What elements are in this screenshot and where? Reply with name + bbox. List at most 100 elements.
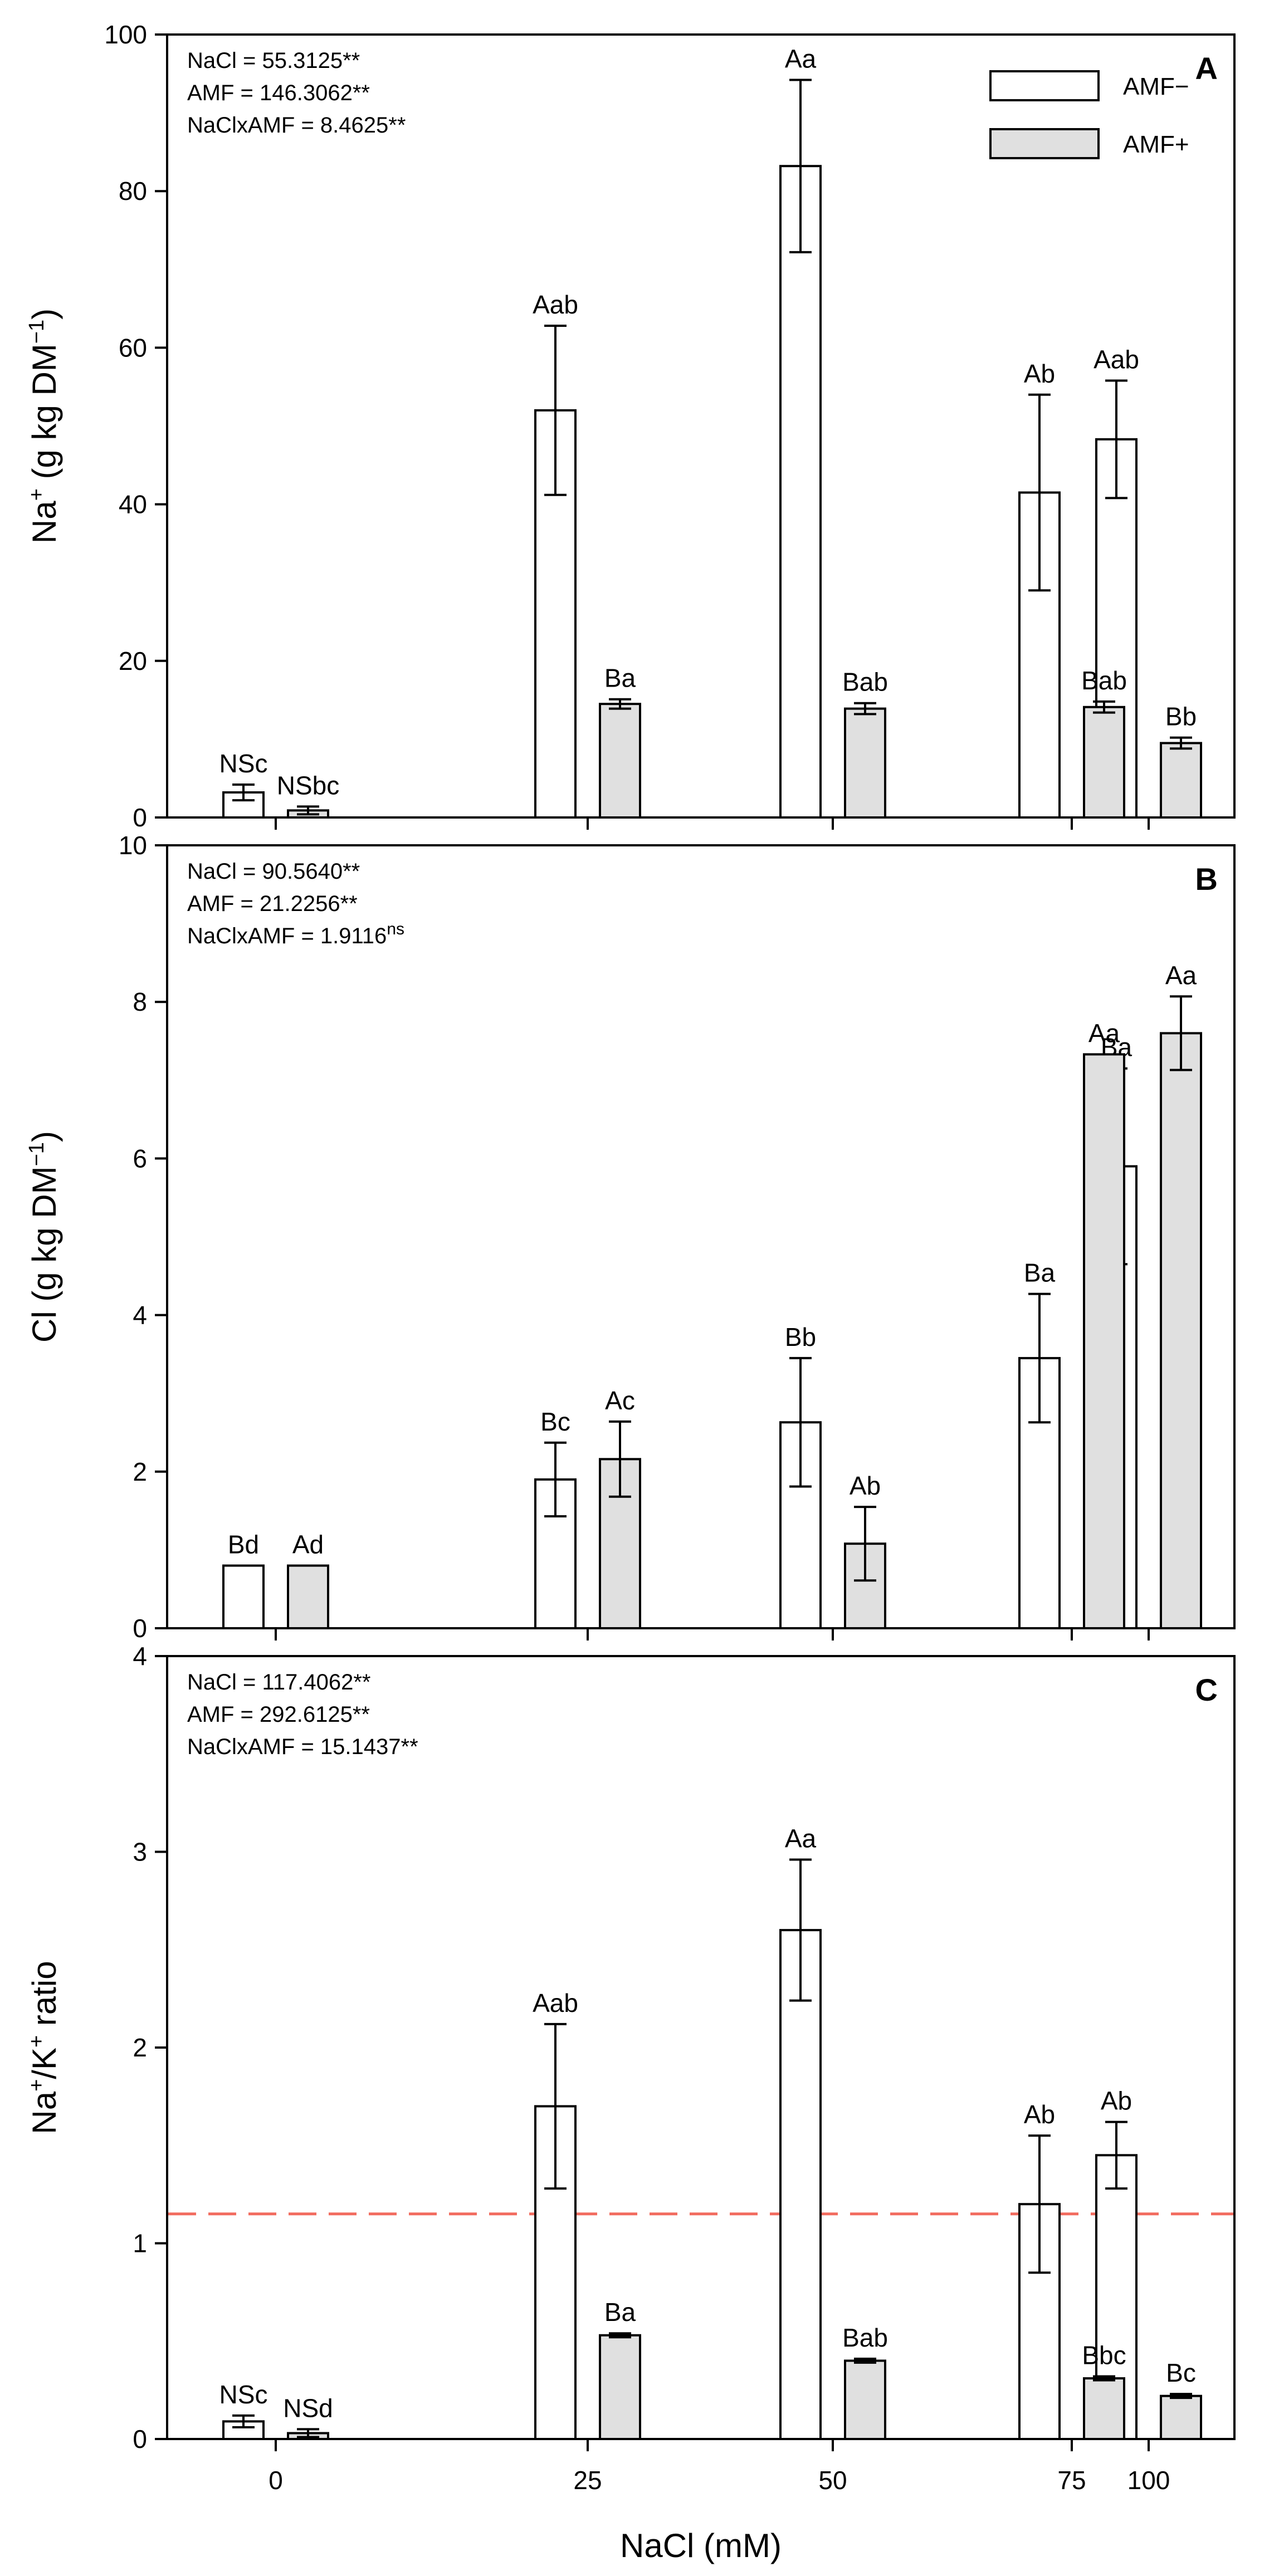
y-tick-label: 6 [133, 1144, 147, 1173]
significance-label: Ba [604, 2298, 636, 2327]
anova-stat: NaCl = 55.3125** [187, 48, 360, 73]
bar [222, 1564, 265, 1630]
panel-b: 0 2 4 6 8 10 Cl (g kg DM−1) NaCl = 90.5640** AMF… [25, 831, 1236, 1643]
significance-label: Bd [228, 1530, 259, 1559]
panel-a: 0 20 40 60 80 100 Na+ (g kg DM−1) NaCl = 55.312… [25, 20, 1236, 832]
significance-label: Bab [1081, 666, 1127, 695]
bar [779, 165, 822, 819]
anova-stat: AMF = 146.3062** [187, 81, 370, 105]
significance-label: Bab [842, 2323, 888, 2352]
anova-stat-text: NaCl = 90.5640** [187, 859, 360, 884]
anova-stat-superscript: ns [387, 920, 404, 938]
legend-swatch [989, 128, 1100, 159]
significance-label: Bab [842, 668, 888, 697]
significance-label: Bb [785, 1323, 816, 1351]
significance-label: Aab [533, 1989, 578, 2017]
bar [599, 2334, 641, 2441]
y-tick-label: 8 [133, 987, 147, 1016]
y-tick-label: 10 [119, 831, 147, 860]
y-tick-label: 1 [133, 2229, 147, 2258]
y-axis-label-superscript: + [25, 2035, 48, 2048]
y-tick-label: 20 [119, 647, 147, 675]
x-tick-label: 100 [1127, 2466, 1170, 2495]
y-axis-label-part: ) [26, 1131, 63, 1142]
y-tick-label: 100 [104, 20, 147, 49]
anova-stat-text: NaClxAMF = 15.1437** [187, 1735, 418, 1759]
y-tick-label: 0 [133, 1614, 147, 1643]
significance-label: Bb [1165, 702, 1197, 731]
significance-label: Ad [292, 1530, 324, 1559]
anova-stat: AMF = 292.6125** [187, 1702, 370, 1727]
anova-stat-text: AMF = 292.6125** [187, 1702, 370, 1727]
anova-stat-text: NaCl = 55.3125** [187, 48, 360, 73]
anova-stat-text: NaClxAMF = 1.9116 [187, 924, 387, 948]
significance-label: Ab [850, 1471, 881, 1500]
y-tick-label: 80 [119, 177, 147, 205]
x-tick-label: 75 [1057, 2466, 1086, 2495]
significance-label: Bbc [1082, 2341, 1126, 2370]
bar [1160, 1032, 1202, 1629]
significance-label: NSbc [277, 771, 339, 800]
significance-label: Aab [1094, 345, 1139, 374]
significance-label: Aa [1165, 961, 1197, 990]
bar [1160, 2394, 1202, 2440]
bar [1160, 742, 1202, 819]
y-axis-label-superscript: + [25, 2079, 48, 2092]
significance-label: Aa [785, 45, 817, 74]
y-tick-label: 4 [133, 1642, 147, 1671]
anova-stat-text: NaCl = 117.4062** [187, 1670, 371, 1695]
y-axis-label-part: Na [26, 501, 63, 543]
anova-stat-text: AMF = 146.3062** [187, 81, 370, 105]
significance-label: Bc [1166, 2358, 1196, 2387]
bar [1083, 1053, 1125, 1629]
x-tick-label: 0 [269, 2466, 283, 2495]
anova-stat-text: AMF = 21.2256** [187, 892, 358, 916]
bar [1083, 706, 1125, 819]
y-axis-label-superscript: −1 [25, 1142, 48, 1166]
significance-label: Aa [785, 1824, 817, 1853]
bar [1083, 2377, 1125, 2441]
y-axis-label-part: ) [26, 308, 63, 320]
significance-label: Aa [1088, 1018, 1120, 1047]
anova-stat: NaCl = 117.4062** [187, 1670, 371, 1695]
y-axis-label-part: Cl [26, 1311, 63, 1343]
significance-label: Ba [1024, 1258, 1056, 1287]
y-axis-label-part: /K [26, 2048, 63, 2079]
panel-letter: A [1195, 51, 1218, 86]
significance-label: Ab [1101, 2087, 1132, 2115]
y-tick-label: 2 [133, 1457, 147, 1486]
legend-swatch [989, 70, 1100, 101]
bar [599, 703, 641, 819]
x-tick-label: 50 [818, 2466, 847, 2495]
y-tick-label: 3 [133, 1838, 147, 1867]
y-axis-label-superscript: −1 [25, 320, 48, 344]
significance-label: Bc [540, 1407, 570, 1436]
significance-label: Ac [605, 1386, 635, 1415]
significance-label: NSc [219, 749, 268, 778]
bar [844, 2359, 886, 2440]
y-axis-label: Na+/K+ ratio [25, 1961, 63, 2134]
anova-stat-text: NaClxAMF = 8.4625** [187, 113, 406, 138]
significance-label: NSc [219, 2380, 268, 2409]
y-tick-label: 2 [133, 2033, 147, 2062]
y-axis-label: Na+ (g kg DM−1) [25, 308, 63, 543]
anova-stat: NaClxAMF = 8.4625** [187, 113, 406, 138]
y-tick-label: 60 [119, 333, 147, 362]
significance-label: Aab [533, 290, 578, 319]
significance-label: NSd [283, 2393, 333, 2422]
legend-label: AMF− [1123, 73, 1189, 100]
plot-frame [166, 33, 1236, 819]
bar [844, 707, 886, 819]
y-tick-label: 0 [133, 803, 147, 832]
bar [287, 1564, 329, 1630]
y-tick-label: 4 [133, 1301, 147, 1330]
y-axis-label-superscript: + [25, 488, 48, 501]
legend-label: AMF+ [1123, 131, 1189, 158]
y-axis-label-part: (g kg DM [26, 344, 63, 488]
plot-frame [166, 844, 1236, 1629]
anova-stat: NaCl = 90.5640** [187, 859, 360, 884]
y-axis-label-part: Na [26, 2091, 63, 2134]
significance-label: Ab [1024, 359, 1055, 388]
